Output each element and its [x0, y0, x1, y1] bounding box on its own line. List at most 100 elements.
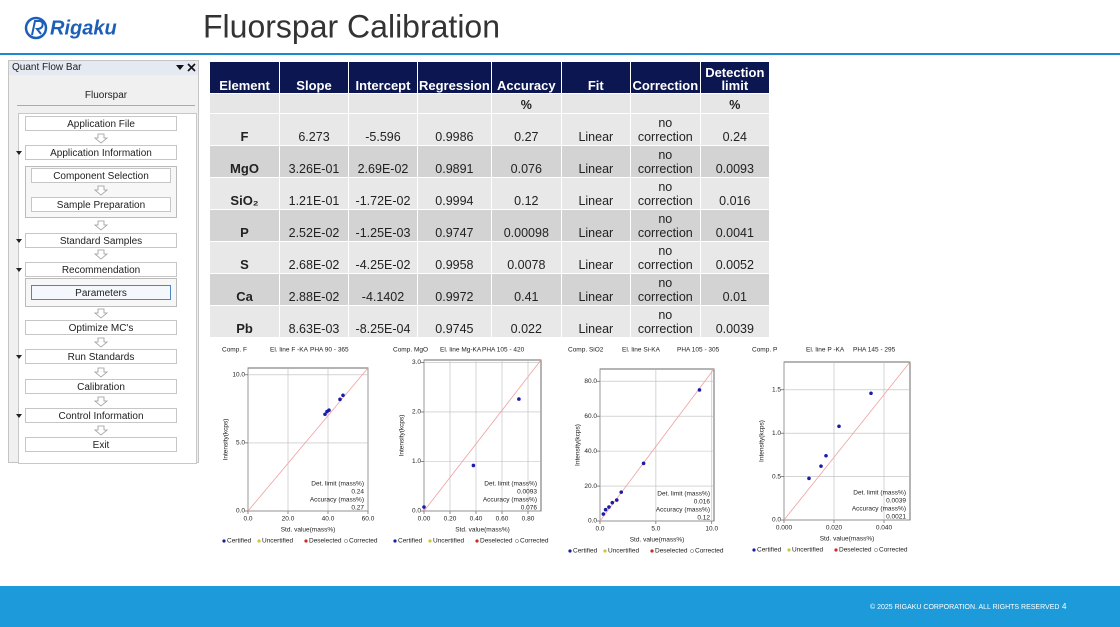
legend-marker [568, 549, 572, 553]
table-cell: no correction [630, 114, 700, 145]
chart-element-line: El. line P -KA [806, 347, 845, 354]
y-tick-label: 0.0 [412, 508, 421, 515]
legend-label: Deselected [839, 547, 872, 554]
flow-step[interactable]: Optimize MC's [25, 320, 177, 335]
flow-step[interactable]: Application Information [25, 145, 177, 160]
table-cell: no correction [630, 178, 700, 209]
x-tick-label: 0.0 [595, 526, 604, 533]
flow-arrow [93, 133, 109, 144]
table-cell: -4.25E-02 [349, 242, 417, 273]
table-cell: 0.0041 [700, 210, 769, 241]
legend-marker [393, 539, 397, 543]
element-cell: F [210, 114, 279, 145]
table-cell: 6.273 [280, 114, 348, 145]
flow-step[interactable]: Exit [25, 437, 177, 452]
data-point [422, 505, 426, 509]
legend-marker [222, 539, 226, 543]
dropdown-icon[interactable] [16, 239, 22, 243]
table-cell: 0.24 [700, 114, 769, 145]
page-number: 4 [1062, 602, 1067, 611]
legend-marker [787, 548, 791, 552]
accuracy-value: 0.076 [521, 505, 538, 512]
table-cell: 0.9891 [418, 146, 491, 177]
flow-arrows [93, 133, 109, 436]
table-cell: no correction [630, 210, 700, 241]
legend-marker [650, 549, 654, 553]
table-cell: 3.26E-01 [280, 146, 348, 177]
close-icon[interactable] [187, 63, 196, 72]
table-cell: 0.01 [700, 274, 769, 305]
accuracy-label: Accuracy (mass%) [483, 497, 537, 504]
column-header: Slope [280, 62, 348, 93]
panel-controls[interactable] [174, 62, 198, 74]
flow-arrow [93, 308, 109, 319]
flow-step[interactable]: Calibration [25, 379, 177, 394]
chart: Comp. F El. line F -KA PHA 90 - 365 0.0 20.0… [222, 347, 378, 545]
chart-pha: PHA 90 - 365 [310, 347, 349, 354]
table-cell: 0.9958 [418, 242, 491, 273]
table-cell: 0.0039 [700, 306, 769, 337]
y-tick-label: 0.0 [588, 518, 597, 525]
y-tick-label: 2.0 [412, 409, 421, 416]
unit-cell: % [491, 94, 561, 113]
y-tick-label: 80.0 [584, 378, 597, 385]
legend-label: Corrected [879, 547, 908, 554]
table-cell: 0.022 [491, 306, 561, 337]
dropdown-icon[interactable] [16, 355, 22, 359]
table-cell: 0.0093 [700, 146, 769, 177]
det-limit-label: Det. limit (mass%) [484, 481, 537, 488]
dropdown-icon[interactable] [16, 414, 22, 418]
column-header: Correction [630, 62, 700, 93]
table-cell: no correction [630, 146, 700, 177]
y-tick-label: 5.0 [236, 440, 245, 447]
x-tick-label: 0.040 [876, 525, 893, 532]
table-cell: -1.25E-03 [349, 210, 417, 241]
legend-label: Deselected [480, 538, 513, 545]
dropdown-icon[interactable] [16, 268, 22, 272]
x-tick-label: 0.020 [826, 525, 843, 532]
data-point [869, 391, 873, 396]
unit-cell [349, 94, 417, 113]
y-tick-label: 40.0 [584, 448, 597, 455]
table-cell: 2.88E-02 [280, 274, 348, 305]
table-cell: Linear [561, 210, 630, 241]
x-axis-label: Std. value(mass%) [281, 527, 336, 534]
flow-step[interactable]: Component Selection [31, 168, 171, 183]
application-name: Fluorspar [17, 87, 195, 106]
element-cell: P [210, 210, 279, 241]
y-axis-label: Intensity(kcps) [223, 419, 230, 461]
x-tick-label: 0.20 [444, 516, 457, 523]
chart-element-line: El. line Si-KA [622, 347, 661, 354]
collapse-icon[interactable] [176, 65, 184, 70]
legend-label: Uncertified [792, 547, 823, 554]
flow-step[interactable]: Standard Samples [25, 233, 177, 248]
flow-step[interactable]: Recommendation [25, 262, 177, 277]
table-cell: -5.596 [349, 114, 417, 145]
data-point [614, 498, 619, 502]
data-point [607, 505, 611, 509]
calibration-line [423, 359, 542, 512]
logo-mark [24, 16, 48, 40]
flow-step[interactable]: Application File [25, 116, 177, 131]
copyright: © 2025 RIGAKU CORPORATION. ALL RIGHTS RE… [870, 603, 1059, 611]
table-cell: 2.69E-02 [349, 146, 417, 177]
data-point [323, 412, 327, 417]
legend-marker [304, 539, 308, 543]
accuracy-value: 0.0021 [886, 514, 906, 521]
x-axis-label: Std. value(mass%) [455, 527, 510, 534]
table-cell: 0.9745 [418, 306, 491, 337]
flow-arrow [93, 367, 109, 378]
flow-step[interactable]: Parameters [31, 285, 171, 300]
dropdown-icon[interactable] [16, 151, 22, 155]
table-row: MgO 3.26E-01 2.69E-02 0.9891 0.076 Linear no c… [210, 146, 769, 177]
flow-step[interactable]: Sample Preparation [31, 197, 171, 212]
table-cell: Linear [561, 242, 630, 273]
flow-step[interactable]: Run Standards [25, 349, 177, 364]
x-tick-label: 20.0 [282, 516, 295, 523]
flow-step[interactable]: Control Information [25, 408, 177, 423]
legend-marker [752, 548, 756, 552]
element-cell: MgO [210, 146, 279, 177]
table-cell: 0.9986 [418, 114, 491, 145]
x-axis-label: Std. value(mass%) [820, 536, 875, 543]
